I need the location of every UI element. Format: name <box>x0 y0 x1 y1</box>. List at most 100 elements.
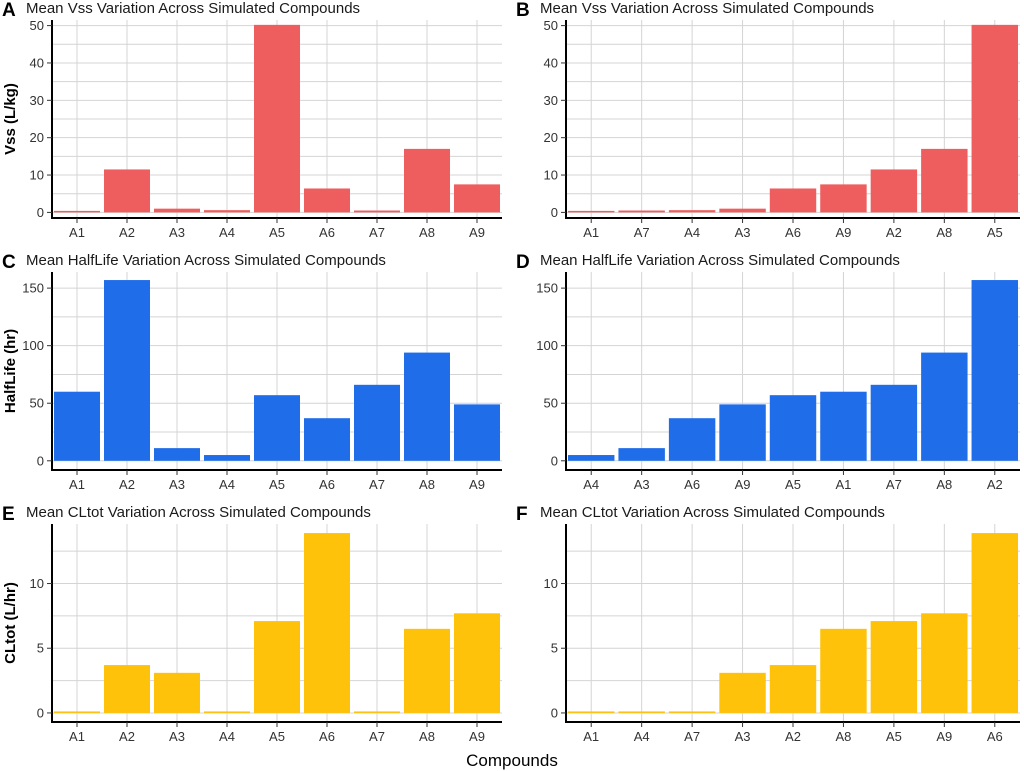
x-axis-label: Compounds <box>466 751 558 770</box>
y-tick-label: 0 <box>551 205 558 220</box>
y-axis-label: HalfLife (hr) <box>2 329 19 413</box>
y-tick-label: 0 <box>551 453 558 468</box>
bar-a2 <box>104 169 150 213</box>
bar-a4 <box>204 210 250 213</box>
x-tick-label: A4 <box>634 729 650 744</box>
x-tick-label: A5 <box>269 477 285 492</box>
x-tick-label: A7 <box>684 729 700 744</box>
x-tick-label: A5 <box>269 225 285 240</box>
bar-a5 <box>254 395 300 461</box>
bar-a9 <box>820 184 867 213</box>
panel-label: F <box>516 504 528 525</box>
x-tick-label: A8 <box>419 729 435 744</box>
x-tick-label: A8 <box>419 225 435 240</box>
bar-a2 <box>769 665 817 713</box>
bar-a9 <box>454 404 500 461</box>
x-tick-label: A4 <box>219 729 235 744</box>
bar-a6 <box>668 418 716 461</box>
bar-a5 <box>769 395 817 461</box>
bar-a8 <box>820 628 867 713</box>
y-tick-label: 40 <box>30 55 44 70</box>
y-tick-label: 5 <box>37 641 44 656</box>
bar-a3 <box>154 672 200 713</box>
x-tick-label: A3 <box>169 477 185 492</box>
bar-a7 <box>354 384 400 461</box>
bar-a9 <box>921 613 968 713</box>
x-tick-label: A9 <box>835 225 851 240</box>
panel-c: C Mean HalfLife Variation Across Simulate… <box>2 252 502 492</box>
y-tick-label: 50 <box>544 18 558 33</box>
y-tick-label: 30 <box>30 93 44 108</box>
y-tick-label: 10 <box>30 576 44 591</box>
panel-e: E Mean CLtot Variation Across Simulated C… <box>2 504 502 744</box>
x-tick-label: A3 <box>169 225 185 240</box>
x-tick-label: A4 <box>219 225 235 240</box>
bar-a8 <box>404 148 450 213</box>
x-tick-label: A5 <box>987 225 1003 240</box>
bar-a3 <box>154 448 200 461</box>
bar-a5 <box>971 24 1018 213</box>
panel-title: Mean CLtot Variation Across Simulated Co… <box>26 504 371 521</box>
bar-a3 <box>618 448 665 461</box>
bar-a4 <box>204 455 250 461</box>
x-tick-label: A6 <box>319 477 335 492</box>
bar-a7 <box>354 711 400 713</box>
x-tick-label: A1 <box>69 225 85 240</box>
panel-title: Mean CLtot Variation Across Simulated Co… <box>540 504 885 521</box>
bar-a1 <box>568 210 615 213</box>
bar-a6 <box>304 188 350 213</box>
bar-a8 <box>404 352 450 461</box>
bar-a8 <box>921 352 968 461</box>
bar-a7 <box>668 711 716 713</box>
bar-a1 <box>54 210 100 213</box>
x-tick-label: A9 <box>469 729 485 744</box>
panel-title: Mean Vss Variation Across Simulated Comp… <box>540 0 874 17</box>
y-tick-label: 150 <box>536 281 558 296</box>
x-tick-label: A1 <box>69 729 85 744</box>
y-tick-label: 30 <box>544 93 558 108</box>
y-tick-label: 20 <box>544 130 558 145</box>
bar-a7 <box>354 210 400 213</box>
x-tick-label: A4 <box>219 477 235 492</box>
x-tick-label: A1 <box>583 729 599 744</box>
x-tick-label: A7 <box>369 729 385 744</box>
bar-a9 <box>719 404 766 461</box>
bar-a1 <box>568 711 615 713</box>
x-tick-label: A2 <box>119 477 135 492</box>
x-tick-label: A8 <box>936 225 952 240</box>
bar-a3 <box>154 208 200 213</box>
bar-a2 <box>104 280 150 461</box>
y-tick-label: 0 <box>37 205 44 220</box>
x-tick-label: A8 <box>835 729 851 744</box>
y-tick-label: 40 <box>544 55 558 70</box>
x-tick-label: A3 <box>735 729 751 744</box>
bar-a6 <box>304 533 350 713</box>
bar-a3 <box>719 672 766 713</box>
y-tick-label: 10 <box>544 168 558 183</box>
x-tick-label: A2 <box>785 729 801 744</box>
bar-a4 <box>568 455 615 461</box>
bar-a1 <box>54 391 100 461</box>
x-tick-label: A9 <box>735 477 751 492</box>
x-tick-label: A7 <box>886 477 902 492</box>
bar-a5 <box>254 24 300 213</box>
bar-a2 <box>971 280 1018 461</box>
bar-a6 <box>304 418 350 461</box>
x-tick-label: A7 <box>634 225 650 240</box>
y-axis-label: Vss (L/kg) <box>2 83 19 155</box>
x-tick-label: A2 <box>886 225 902 240</box>
x-tick-label: A1 <box>69 477 85 492</box>
y-tick-label: 0 <box>37 453 44 468</box>
x-tick-label: A8 <box>419 477 435 492</box>
bar-a6 <box>769 188 817 213</box>
bar-a9 <box>454 613 500 713</box>
x-tick-label: A3 <box>634 477 650 492</box>
x-tick-label: A6 <box>319 729 335 744</box>
x-tick-label: A1 <box>835 477 851 492</box>
x-tick-label: A9 <box>936 729 952 744</box>
bar-a4 <box>204 711 250 713</box>
bar-a2 <box>104 665 150 713</box>
bar-a9 <box>454 184 500 213</box>
x-tick-label: A9 <box>469 225 485 240</box>
x-tick-label: A9 <box>469 477 485 492</box>
